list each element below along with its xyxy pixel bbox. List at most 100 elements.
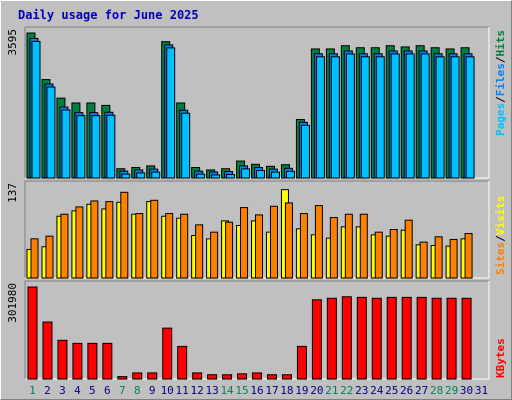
bar-kbytes-day-30 xyxy=(461,297,472,380)
bar-pages-day-18 xyxy=(285,170,295,179)
bar-pages-day-12 xyxy=(196,173,206,179)
bar-sites-day-6 xyxy=(105,201,114,279)
x-tick-label-14: 14 xyxy=(220,384,234,397)
bar-pages-day-3 xyxy=(61,109,71,179)
bar-pages-day-24 xyxy=(375,56,385,179)
bar-kbytes-day-2 xyxy=(42,321,53,380)
bar-pages-day-7 xyxy=(121,173,131,179)
bar-sites-day-29 xyxy=(449,238,458,279)
bar-kbytes-day-27 xyxy=(416,296,427,380)
bar-sites-day-7 xyxy=(120,191,129,279)
x-tick-label-2: 2 xyxy=(44,384,51,397)
x-tick-label-10: 10 xyxy=(161,384,174,397)
bar-sites-day-23 xyxy=(359,213,368,279)
x-tick-label-23: 23 xyxy=(355,384,368,397)
bar-kbytes-day-14 xyxy=(222,374,233,380)
bar-sites-day-28 xyxy=(434,236,443,279)
ymax-label-bottom: 301980 xyxy=(6,283,19,323)
bar-sites-day-22 xyxy=(344,213,353,279)
bar-pages-day-1 xyxy=(31,40,41,179)
bar-kbytes-day-11 xyxy=(177,345,188,380)
x-tick-label-5: 5 xyxy=(89,384,96,397)
x-tick-label-9: 9 xyxy=(149,384,156,397)
bar-pages-day-14 xyxy=(226,174,236,179)
bar-kbytes-day-26 xyxy=(401,296,412,380)
side-label-separator: / xyxy=(494,235,507,242)
bar-pages-day-5 xyxy=(91,115,101,179)
bar-sites-day-25 xyxy=(389,229,398,279)
bar-pages-day-11 xyxy=(181,112,191,179)
x-tick-label-12: 12 xyxy=(191,384,204,397)
bar-sites-day-10 xyxy=(165,213,174,279)
bar-sites-day-18 xyxy=(284,202,293,279)
bar-pages-day-15 xyxy=(241,168,251,179)
bar-pages-day-21 xyxy=(330,56,340,179)
bar-sites-day-12 xyxy=(195,224,204,279)
bar-pages-day-30 xyxy=(465,56,475,179)
x-tick-label-20: 20 xyxy=(310,384,323,397)
bar-pages-day-17 xyxy=(270,171,280,179)
bar-kbytes-day-28 xyxy=(431,297,442,380)
side-label-hits: Hits xyxy=(494,30,507,57)
x-tick-label-17: 17 xyxy=(265,384,278,397)
bar-kbytes-day-15 xyxy=(237,373,248,380)
x-tick-label-13: 13 xyxy=(205,384,218,397)
side-label-top: Pages/Files/Hits xyxy=(494,30,507,136)
x-tick-label-11: 11 xyxy=(176,384,189,397)
bar-pages-day-22 xyxy=(345,53,355,179)
bar-pages-day-9 xyxy=(151,171,161,179)
x-tick-label-28: 28 xyxy=(430,384,443,397)
bar-kbytes-day-5 xyxy=(87,342,98,380)
bar-kbytes-day-8 xyxy=(132,372,143,380)
bar-kbytes-day-20 xyxy=(311,299,322,380)
bar-pages-day-13 xyxy=(211,174,221,179)
bar-kbytes-day-19 xyxy=(296,345,307,380)
bar-sites-day-9 xyxy=(150,199,159,279)
bar-sites-day-19 xyxy=(299,213,308,279)
bar-sites-day-1 xyxy=(30,238,39,279)
bar-sites-day-27 xyxy=(419,241,428,279)
side-label-visits: Visits xyxy=(494,196,507,236)
x-tick-label-19: 19 xyxy=(295,384,308,397)
bar-kbytes-day-18 xyxy=(281,374,292,380)
bar-sites-day-21 xyxy=(329,217,338,279)
bar-sites-day-4 xyxy=(75,206,84,279)
bar-sites-day-14 xyxy=(225,221,234,279)
side-label-bottom: KBytes xyxy=(494,338,507,378)
bar-kbytes-day-9 xyxy=(147,372,158,380)
bar-pages-day-23 xyxy=(360,56,370,179)
side-label-separator: / xyxy=(494,96,507,103)
bar-pages-day-16 xyxy=(256,170,266,179)
bar-sites-day-5 xyxy=(90,200,99,279)
bar-pages-day-8 xyxy=(136,172,146,179)
ymax-label-middle: 137 xyxy=(6,183,19,203)
bar-sites-day-8 xyxy=(135,213,144,279)
x-tick-label-24: 24 xyxy=(370,384,384,397)
bar-pages-day-6 xyxy=(106,114,116,179)
x-tick-label-4: 4 xyxy=(74,384,81,397)
x-tick-label-25: 25 xyxy=(385,384,398,397)
x-tick-label-26: 26 xyxy=(400,384,413,397)
bar-sites-day-30 xyxy=(464,232,473,279)
x-tick-label-7: 7 xyxy=(119,384,126,397)
bar-kbytes-day-4 xyxy=(72,342,83,380)
side-label-separator: / xyxy=(494,56,507,63)
x-tick-label-21: 21 xyxy=(325,384,338,397)
side-label-sites: Sites xyxy=(494,242,507,275)
bar-sites-day-20 xyxy=(314,205,323,279)
bar-pages-day-19 xyxy=(300,124,310,179)
x-tick-label-6: 6 xyxy=(104,384,111,397)
bar-pages-day-25 xyxy=(390,53,400,179)
x-tick-label-29: 29 xyxy=(445,384,458,397)
bar-kbytes-day-16 xyxy=(252,372,263,380)
x-tick-label-15: 15 xyxy=(235,384,248,397)
side-label-kbytes: KBytes xyxy=(494,338,507,378)
bar-pages-day-10 xyxy=(166,47,176,179)
x-tick-label-30: 30 xyxy=(460,384,473,397)
bar-sites-day-2 xyxy=(45,235,54,279)
bar-kbytes-day-13 xyxy=(207,374,218,380)
bar-kbytes-day-22 xyxy=(341,296,352,380)
side-label-pages: Pages xyxy=(494,103,507,136)
x-tick-label-1: 1 xyxy=(29,384,36,397)
x-tick-label-8: 8 xyxy=(134,384,141,397)
